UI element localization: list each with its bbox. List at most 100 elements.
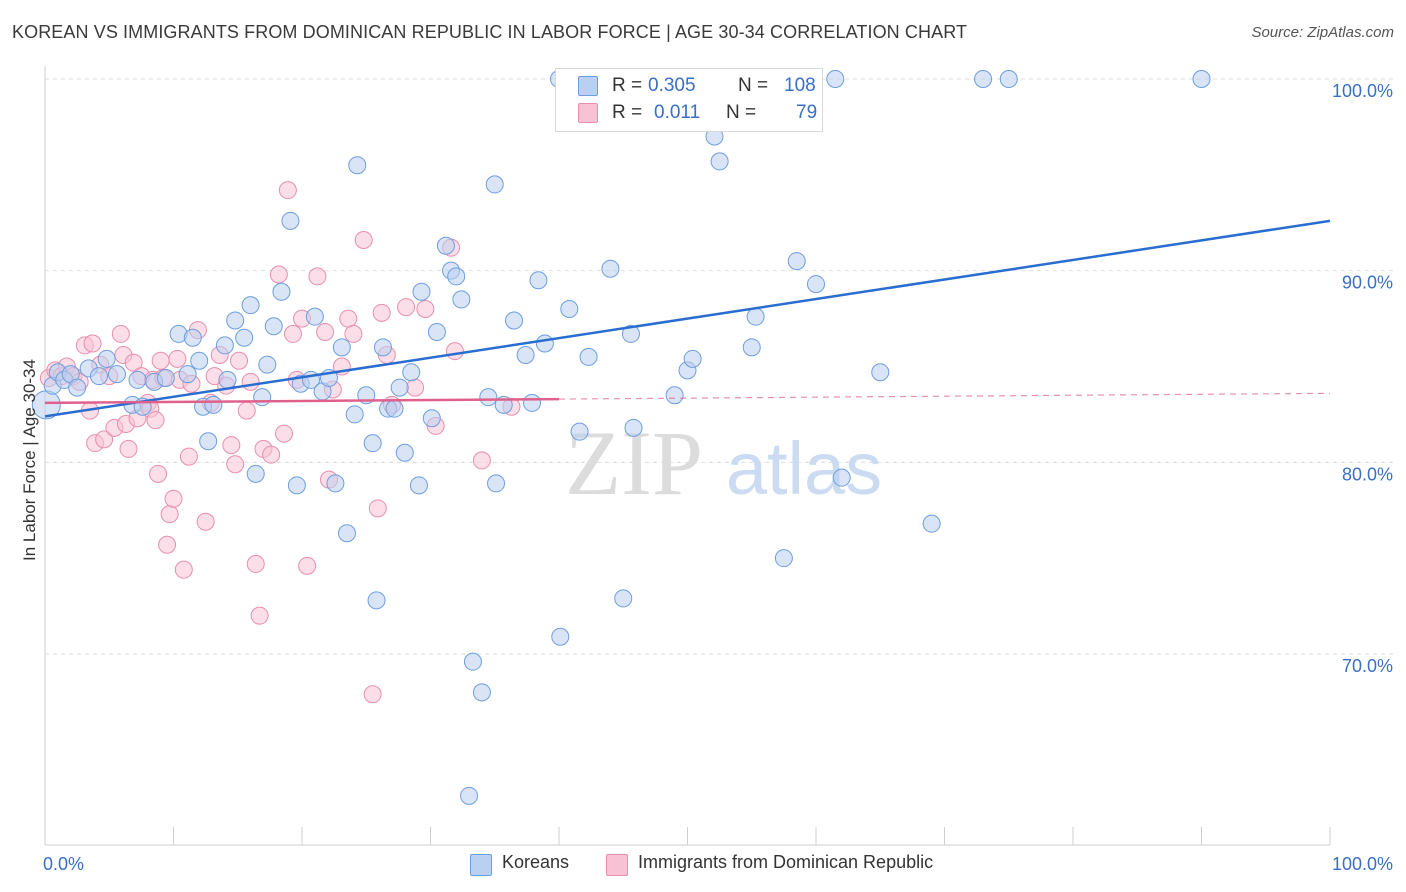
trend-lines [44,219,1331,418]
korean-point [621,324,640,343]
korean-point [246,464,265,483]
axes [44,66,1331,846]
dominican-point [241,372,260,391]
dominican-swatch [578,103,598,123]
dominican-point [262,445,281,464]
dominican-point [368,499,387,518]
dominican-point [160,505,179,524]
dominican-point [445,342,464,361]
korean-point [832,468,851,487]
dominican-n-value: 79 [796,102,818,123]
dominican-point [275,424,294,443]
korean-point [215,336,234,355]
dominican-points [39,181,521,704]
dominican-point [416,300,435,318]
korean-point [516,346,535,364]
korean-point [436,236,455,255]
dominican-trend-line-dashed [558,392,1331,400]
dominican-point [164,489,183,508]
dominican-point [111,324,130,343]
dominican-point [308,267,327,286]
dominican-point [226,455,245,474]
korean-point [746,307,765,326]
dominican-point [124,353,143,372]
korean-point [241,296,260,315]
dominican-point [149,464,168,483]
korean-point [156,369,175,387]
koreans-swatch [578,76,598,96]
dominican-point [406,378,425,397]
korean-point [373,338,392,357]
korean-point [97,349,116,368]
dominican-point [83,334,102,353]
korean-point [742,338,761,357]
korean-point [107,365,126,384]
korean-point [235,328,254,347]
korean-point [710,152,729,171]
korean-point [807,275,825,294]
dominican-point [237,401,256,420]
korean-point [253,388,272,407]
dominican-point [278,181,297,200]
y-tick-label: 70.0% [1342,656,1393,676]
korean-point [485,175,504,194]
korean-point [183,328,202,347]
stats-legend: R = 0.305 N = 108 R = 0.011 N = 79 [555,68,823,132]
korean-point [683,349,702,368]
y-tick-label: 90.0% [1342,273,1393,293]
korean-point [826,70,845,88]
korean-point [427,323,446,341]
watermark: ZIP atlas [565,412,882,514]
korean-point [68,378,87,397]
korean-point [395,443,414,462]
r-label: R = [612,102,643,123]
dominican-point [196,512,215,531]
korean-point [218,370,237,389]
korean-point [871,363,890,382]
y-tick-label: 80.0% [1342,464,1393,484]
koreans-n-value: 108 [784,75,816,96]
korean-point [922,514,941,533]
dominican-point [269,265,288,284]
korean-point [367,591,386,610]
dominican-point [339,309,358,328]
dominican-point [119,439,138,458]
korean-point [460,786,479,805]
koreans-legend-swatch [470,854,492,876]
korean-point [774,549,793,568]
dominican-trend-line [44,397,560,405]
dominican-point [316,323,335,341]
korean-point [579,347,598,366]
korean-point [281,211,300,230]
dominican-point [179,447,198,466]
korean-point [523,393,542,412]
korean-point [787,252,806,271]
dominican-point [158,535,177,554]
korean-point [305,307,324,326]
korean-point [452,290,471,309]
korean-point [409,476,428,495]
dominican-point [472,451,491,470]
dominican-point [397,298,416,317]
dominican-point [250,606,269,625]
korean-point [345,405,364,424]
korean-point [337,524,356,543]
dominican-point [363,685,382,704]
dominican-point [168,349,187,368]
korean-trend-line [44,219,1331,418]
dominican-point [372,303,391,322]
koreans-r-value: 0.305 [648,75,696,96]
dominican-point [246,554,265,573]
korean-point [190,351,209,370]
korean-point [326,474,345,493]
dominican-point [146,411,165,430]
x-tick-label: 100.0% [1332,854,1393,874]
korean-point [472,683,491,702]
n-label: N = [726,102,757,123]
korean-point [264,317,283,336]
korean-point [665,386,684,405]
n-label: N = [738,75,769,96]
tick-labels: 70.0% 80.0% 90.0% 100.0% 0.0% 100.0% [43,81,1393,874]
korean-point [624,418,643,437]
dominican-point [354,231,373,249]
